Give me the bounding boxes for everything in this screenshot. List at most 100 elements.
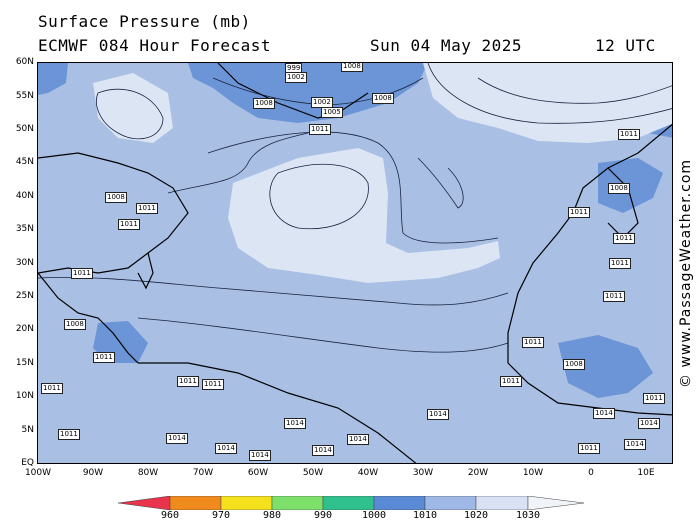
- isobar: [167, 132, 309, 194]
- lon-label: 80W: [137, 468, 159, 478]
- colorbar-label: 990: [313, 510, 333, 521]
- isobar-label: 1005: [321, 107, 343, 118]
- isobar-label: 1014: [215, 443, 237, 454]
- isobar-label: 1014: [249, 450, 271, 461]
- colorbar-label: 1000: [361, 510, 387, 521]
- isobar-label: 1011: [568, 207, 590, 218]
- colorbar-segment: [424, 496, 477, 510]
- colorbar-segment: [373, 496, 426, 510]
- isobar: [137, 317, 509, 353]
- isobar: [207, 131, 499, 244]
- colorbar-label: 960: [160, 510, 180, 521]
- low-pressure-area: [38, 63, 68, 95]
- isobar-label: 1011: [58, 429, 80, 440]
- colorbar-arrow-low: [118, 496, 171, 510]
- lat-label: 50N: [15, 124, 34, 134]
- lat-label: 15N: [15, 358, 34, 368]
- pressure-colorbar: [118, 496, 584, 510]
- lat-label: 25N: [15, 291, 34, 301]
- isobar-label: 1014: [427, 409, 449, 420]
- high-pressure-area: [228, 148, 500, 283]
- isobar-label: 1008: [105, 192, 127, 203]
- isobar-label: 1014: [347, 434, 369, 445]
- lon-label: 10W: [522, 468, 544, 478]
- isobar-label: 1011: [118, 219, 140, 230]
- isobar-label: 1011: [618, 129, 640, 140]
- lat-label: 30N: [15, 258, 34, 268]
- forecast-date: Sun 04 May 2025: [370, 36, 522, 55]
- lat-label: 45N: [15, 157, 34, 167]
- isobar-label: 1011: [522, 337, 544, 348]
- colorbar-segment: [475, 496, 529, 510]
- isobar-label: 1014: [166, 433, 188, 444]
- lon-label: 30W: [412, 468, 434, 478]
- isobar: [477, 77, 672, 104]
- lat-label: 20N: [15, 324, 34, 334]
- lon-label: 50W: [302, 468, 324, 478]
- isobar: [427, 63, 672, 124]
- isobar: [417, 157, 464, 209]
- high-pressure-area: [423, 63, 672, 143]
- low-pressure-area: [598, 158, 663, 213]
- isobar-label: 1014: [593, 408, 615, 419]
- isobar-label: 1011: [643, 393, 665, 404]
- lat-label: 5N: [21, 425, 34, 435]
- lon-label: 0: [588, 468, 594, 478]
- lon-label: 20W: [467, 468, 489, 478]
- isobar-label: 1011: [93, 352, 115, 363]
- isobar: [269, 163, 369, 230]
- isobar-label: 1011: [177, 376, 199, 387]
- isobar-label: 1011: [500, 376, 522, 387]
- lon-label: 60W: [247, 468, 269, 478]
- isobar-label: 1011: [613, 233, 635, 244]
- coastline-africa-europe: [507, 123, 672, 416]
- isobar-label: 1008: [253, 98, 275, 109]
- model-label: ECMWF 084 Hour Forecast: [38, 36, 272, 55]
- isobar: [38, 276, 509, 306]
- colorbar-segment: [322, 496, 375, 510]
- coastline-gulf: [38, 272, 139, 364]
- colorbar-segment: [220, 496, 273, 510]
- lon-label: 90W: [82, 468, 104, 478]
- isobar-label: 1011: [136, 203, 158, 214]
- isobar-label: 1011: [41, 383, 63, 394]
- isobar-label: 1014: [624, 439, 646, 450]
- isobar-label: 1011: [202, 379, 224, 390]
- colorbar-arrow-high: [527, 496, 584, 510]
- coastline-south-america: [138, 362, 417, 463]
- lon-label: 10E: [637, 468, 655, 478]
- isobar-label: 1011: [309, 124, 331, 135]
- coastline-greenland: [217, 63, 369, 119]
- low-pressure-area: [188, 63, 428, 123]
- isobar-label: 1014: [638, 418, 660, 429]
- isobar-label: 1008: [341, 62, 363, 72]
- lat-label: 35N: [15, 224, 34, 234]
- lon-label: 70W: [192, 468, 214, 478]
- isobar-label: 1002: [285, 72, 307, 83]
- map-title: Surface Pressure (mb): [38, 12, 251, 31]
- colorbar-label: 970: [211, 510, 231, 521]
- map-canvas: [38, 63, 672, 463]
- isobar-label: 1014: [312, 445, 334, 456]
- isobar-label: 1008: [64, 319, 86, 330]
- pressure-map[interactable]: 999 1002 1008 1008 1002 1005 1008 1011 1…: [37, 62, 673, 464]
- lon-label: 40W: [357, 468, 379, 478]
- isobar-label: 1011: [71, 268, 93, 279]
- isobar-label: 1008: [563, 359, 585, 370]
- lat-label: 55N: [15, 91, 34, 101]
- isobar-label: 1008: [608, 183, 630, 194]
- lon-label: 100W: [24, 468, 52, 478]
- low-pressure-area: [558, 335, 653, 398]
- isobar-label: 1008: [372, 93, 394, 104]
- colorbar-label: 1010: [412, 510, 438, 521]
- lat-label: EQ: [21, 458, 34, 468]
- isobar-label: 1011: [609, 258, 631, 269]
- lat-label: 10N: [15, 391, 34, 401]
- lat-label: 40N: [15, 191, 34, 201]
- coastline-florida: [137, 252, 154, 290]
- colorbar-segment: [271, 496, 324, 510]
- colorbar-segment: [169, 496, 222, 510]
- high-pressure-area: [93, 73, 173, 143]
- colorbar-label: 1020: [463, 510, 489, 521]
- lat-label: 60N: [15, 57, 34, 67]
